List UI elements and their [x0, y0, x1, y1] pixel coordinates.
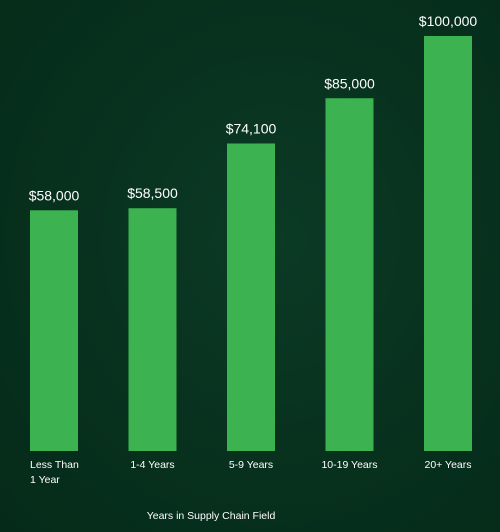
bar-3 [227, 143, 275, 452]
value-labels-layer: $58,000 $58,500 $74,100 $85,000 $100,000 [29, 13, 478, 203]
category-label-1: Less Than 1 Year [30, 459, 79, 486]
category-label-2: 1-4 Years [130, 459, 174, 471]
bar-5 [424, 36, 472, 451]
category-label-5: 20+ Years [424, 459, 471, 471]
value-label-3: $74,100 [226, 120, 277, 136]
bar-2 [128, 208, 177, 451]
bar-4 [325, 98, 374, 451]
category-label-line: 1-4 Years [130, 459, 174, 471]
x-axis-title: Years in Supply Chain Field [147, 510, 276, 522]
bars-layer [30, 36, 472, 452]
category-label-line: 5-9 Years [229, 459, 273, 471]
value-label-5: $100,000 [419, 13, 478, 29]
category-label-3: 5-9 Years [229, 459, 273, 471]
category-label-line: 20+ Years [424, 459, 471, 471]
category-label-line: 1 Year [30, 474, 60, 486]
category-label-line: Less Than [30, 459, 79, 471]
bar-1 [30, 210, 78, 451]
category-labels-layer: Less Than 1 Year 1-4 Years 5-9 Years 10-19 Y… [30, 459, 472, 486]
category-label-line: 10-19 Years [321, 459, 377, 471]
value-label-1: $58,000 [29, 187, 80, 203]
category-label-4: 10-19 Years [321, 459, 377, 471]
value-label-4: $85,000 [324, 75, 375, 91]
value-label-2: $58,500 [127, 185, 178, 201]
